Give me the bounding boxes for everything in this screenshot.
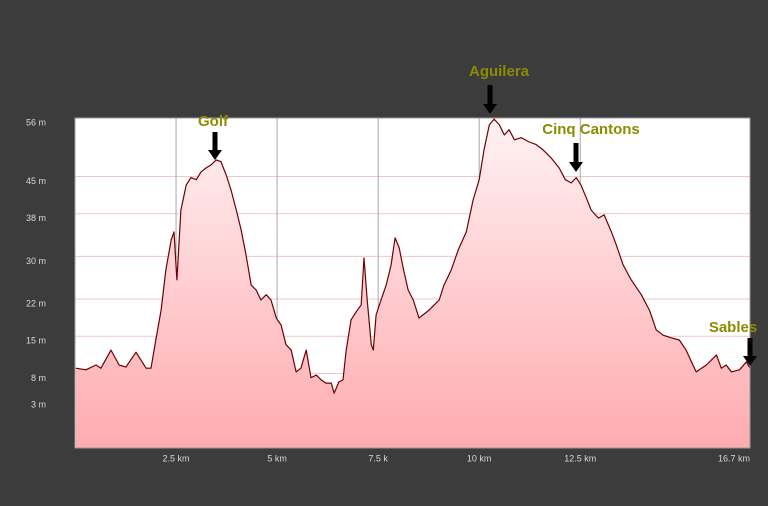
x-tick-label: 7.5 k: [368, 453, 388, 463]
x-tick-label: 16.7 km: [718, 453, 750, 463]
elevation-line: [75, 118, 751, 394]
annotation: Aguilera: [469, 63, 530, 80]
y-tick-label: 22 m: [26, 298, 46, 308]
plot-border: [74, 117, 751, 449]
y-tick-label: 30 m: [26, 256, 46, 266]
annotation-arrow-shaft: [212, 132, 218, 151]
annotation-arrow-head: [483, 104, 497, 114]
y-tick-label: 3 m: [31, 399, 46, 409]
y-tick-label: 56 m: [26, 117, 46, 127]
annotation-arrow-shaft: [747, 338, 753, 357]
y-tick-label: 8 m: [31, 373, 46, 383]
y-tick-label: 15 m: [26, 336, 46, 346]
x-tick-label: 5 km: [267, 453, 287, 463]
area-fill: [75, 119, 751, 448]
annotation: Sables: [709, 319, 757, 336]
annotation-arrow-shaft: [573, 143, 579, 163]
y-tick-label: 38 m: [26, 213, 46, 223]
x-tick-label: 12.5 km: [564, 453, 596, 463]
x-tick-label: 10 km: [467, 453, 492, 463]
annotation-arrow-head: [569, 162, 583, 172]
annotation: Golf: [198, 113, 229, 130]
annotation: Cinq Cantons: [542, 121, 640, 138]
annotation-arrow-head: [208, 150, 222, 160]
x-tick-label: 2.5 km: [163, 453, 190, 463]
y-tick-label: 45 m: [26, 176, 46, 186]
annotation-arrow-shaft: [487, 85, 493, 105]
annotation-arrow-head: [743, 356, 757, 366]
